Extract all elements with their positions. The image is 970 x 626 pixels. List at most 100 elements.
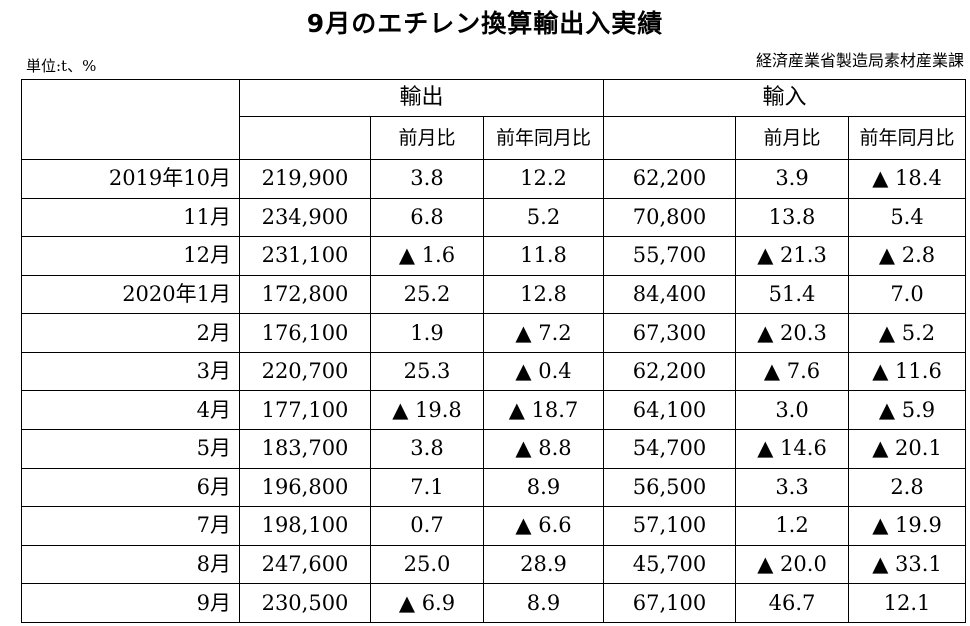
import-mom-cell: 1.2 [735,506,850,546]
export-mom-cell: 25.2 [370,274,484,315]
row-label-cell: 2020年1月 [21,274,240,315]
export-volume-cell: 177,100 [239,390,371,431]
page-title: 9月のエチレン換算輸出入実績 [306,9,664,38]
export-mom-header: 前月比 [370,116,484,160]
export-yoy-cell: ▲ 8.8 [482,429,605,469]
row-label-cell: 6月 [21,467,240,508]
table-row: 3月 220,700 25.3 ▲ 0.4 62,200 ▲ 7.6 ▲ 11.6 [21,351,967,392]
export-mom-cell: 25.3 [370,351,484,392]
import-mom-cell: ▲ 20.0 [735,544,850,585]
export-mom-cell: 3.8 [370,429,484,469]
import-mom-cell: 51.4 [735,274,850,315]
export-volume-cell: 234,900 [239,197,371,238]
import-mom-cell: ▲ 14.6 [735,429,850,469]
import-volume-header [603,116,737,160]
export-volume-cell: 219,900 [239,159,371,199]
export-mom-cell: ▲ 1.6 [370,236,484,276]
source-label: 経済産業省製造局素材産業課 [755,51,964,70]
row-label-cell: 7月 [21,506,240,546]
import-yoy-header: 前年同月比 [848,116,967,160]
export-header: 輸出 [238,79,605,117]
export-volume-cell: 176,100 [239,313,371,353]
row-label-cell: 9月 [21,583,240,623]
export-volume-header [239,116,371,160]
row-label-cell: 2月 [21,313,240,353]
export-mom-cell: 1.9 [370,313,484,353]
export-mom-cell: 25.0 [370,544,484,585]
import-yoy-cell: ▲ 33.1 [848,544,967,585]
table-row: 5月 183,700 3.8 ▲ 8.8 54,700 ▲ 14.6 ▲ 20.1 [21,429,967,469]
import-volume-cell: 57,100 [603,506,737,546]
export-yoy-cell: ▲ 6.6 [482,506,605,546]
import-volume-cell: 64,100 [603,390,737,431]
export-yoy-cell: 11.8 [482,236,605,276]
export-mom-cell: 3.8 [370,159,484,199]
import-volume-cell: 84,400 [603,274,737,315]
table-body: 2019年10月 219,900 3.8 12.2 62,200 3.9 ▲ 18.4 11月… [21,159,967,623]
import-yoy-cell: ▲ 11.6 [848,351,967,392]
table-row: 8月 247,600 25.0 28.9 45,700 ▲ 20.0 ▲ 33.1 [21,544,967,585]
export-volume-cell: 198,100 [239,506,371,546]
export-volume-cell: 220,700 [239,351,371,392]
export-volume-cell: 183,700 [239,429,371,469]
export-yoy-cell: 8.9 [482,583,605,623]
export-yoy-cell: 12.2 [482,159,605,199]
table-row: 2月 176,100 1.9 ▲ 7.2 67,300 ▲ 20.3 ▲ 5.2 [21,313,967,353]
export-mom-cell: ▲ 6.9 [370,583,484,623]
table-row: 4月 177,100 ▲ 19.8 ▲ 18.7 64,100 3.0 ▲ 5.9 [21,390,967,431]
table-row: 6月 196,800 7.1 8.9 56,500 3.3 2.8 [21,467,967,508]
import-mom-cell: 3.0 [735,390,850,431]
export-yoy-cell: 5.2 [482,197,605,238]
import-yoy-cell: ▲ 5.2 [848,313,967,353]
import-volume-cell: 45,700 [603,544,737,585]
table-row: 7月 198,100 0.7 ▲ 6.6 57,100 1.2 ▲ 19.9 [21,506,967,546]
import-mom-cell: 13.8 [735,197,850,238]
import-volume-cell: 55,700 [603,236,737,276]
import-volume-cell: 56,500 [603,467,737,508]
import-mom-cell: ▲ 7.6 [735,351,850,392]
row-label-cell: 11月 [21,197,240,238]
row-label-cell: 4月 [21,390,240,431]
export-yoy-header: 前年同月比 [482,116,605,160]
import-mom-cell: 3.3 [735,467,850,508]
import-yoy-cell: ▲ 18.4 [848,159,967,199]
import-mom-cell: ▲ 21.3 [735,236,850,276]
import-mom-cell: ▲ 20.3 [735,313,850,353]
export-volume-cell: 231,100 [239,236,371,276]
export-mom-cell: 6.8 [370,197,484,238]
import-yoy-cell: ▲ 5.9 [848,390,967,431]
table-row: 2019年10月 219,900 3.8 12.2 62,200 3.9 ▲ 18.4 [21,159,967,199]
export-volume-cell: 196,800 [239,467,371,508]
trade-table: 輸出 輸入 前月比 前年同月比 前月比 前年同月比 2019年10月 219,90… [21,79,967,623]
export-yoy-cell: ▲ 18.7 [482,390,605,431]
import-yoy-cell: 2.8 [848,467,967,508]
import-yoy-cell: ▲ 2.8 [848,236,967,276]
table-row: 9月 230,500 ▲ 6.9 8.9 67,100 46.7 12.1 [21,583,967,623]
row-label-cell: 3月 [21,351,240,392]
row-label-cell: 2019年10月 [21,159,240,199]
export-volume-cell: 247,600 [239,544,371,585]
import-mom-cell: 3.9 [735,159,850,199]
import-volume-cell: 70,800 [603,197,737,238]
import-yoy-cell: 5.4 [848,197,967,238]
export-yoy-cell: ▲ 7.2 [482,313,605,353]
row-label-cell: 12月 [21,236,240,276]
export-volume-cell: 230,500 [239,583,371,623]
import-yoy-cell: ▲ 19.9 [848,506,967,546]
row-label-cell: 5月 [21,429,240,469]
export-yoy-cell: 12.8 [482,274,605,315]
export-yoy-cell: 8.9 [482,467,605,508]
import-mom-cell: 46.7 [735,583,850,623]
export-mom-cell: 7.1 [370,467,484,508]
export-mom-cell: ▲ 19.8 [370,390,484,431]
import-volume-cell: 67,300 [603,313,737,353]
table-row: 11月 234,900 6.8 5.2 70,800 13.8 5.4 [21,197,967,238]
import-mom-header: 前月比 [735,116,850,160]
row-label-cell: 8月 [21,544,240,585]
table-row: 12月 231,100 ▲ 1.6 11.8 55,700 ▲ 21.3 ▲ 2.8 [21,236,967,276]
export-volume-cell: 172,800 [239,274,371,315]
unit-label: 単位:t、% [26,57,97,75]
export-mom-cell: 0.7 [370,506,484,546]
import-yoy-cell: 12.1 [848,583,967,623]
import-yoy-cell: ▲ 20.1 [848,429,967,469]
